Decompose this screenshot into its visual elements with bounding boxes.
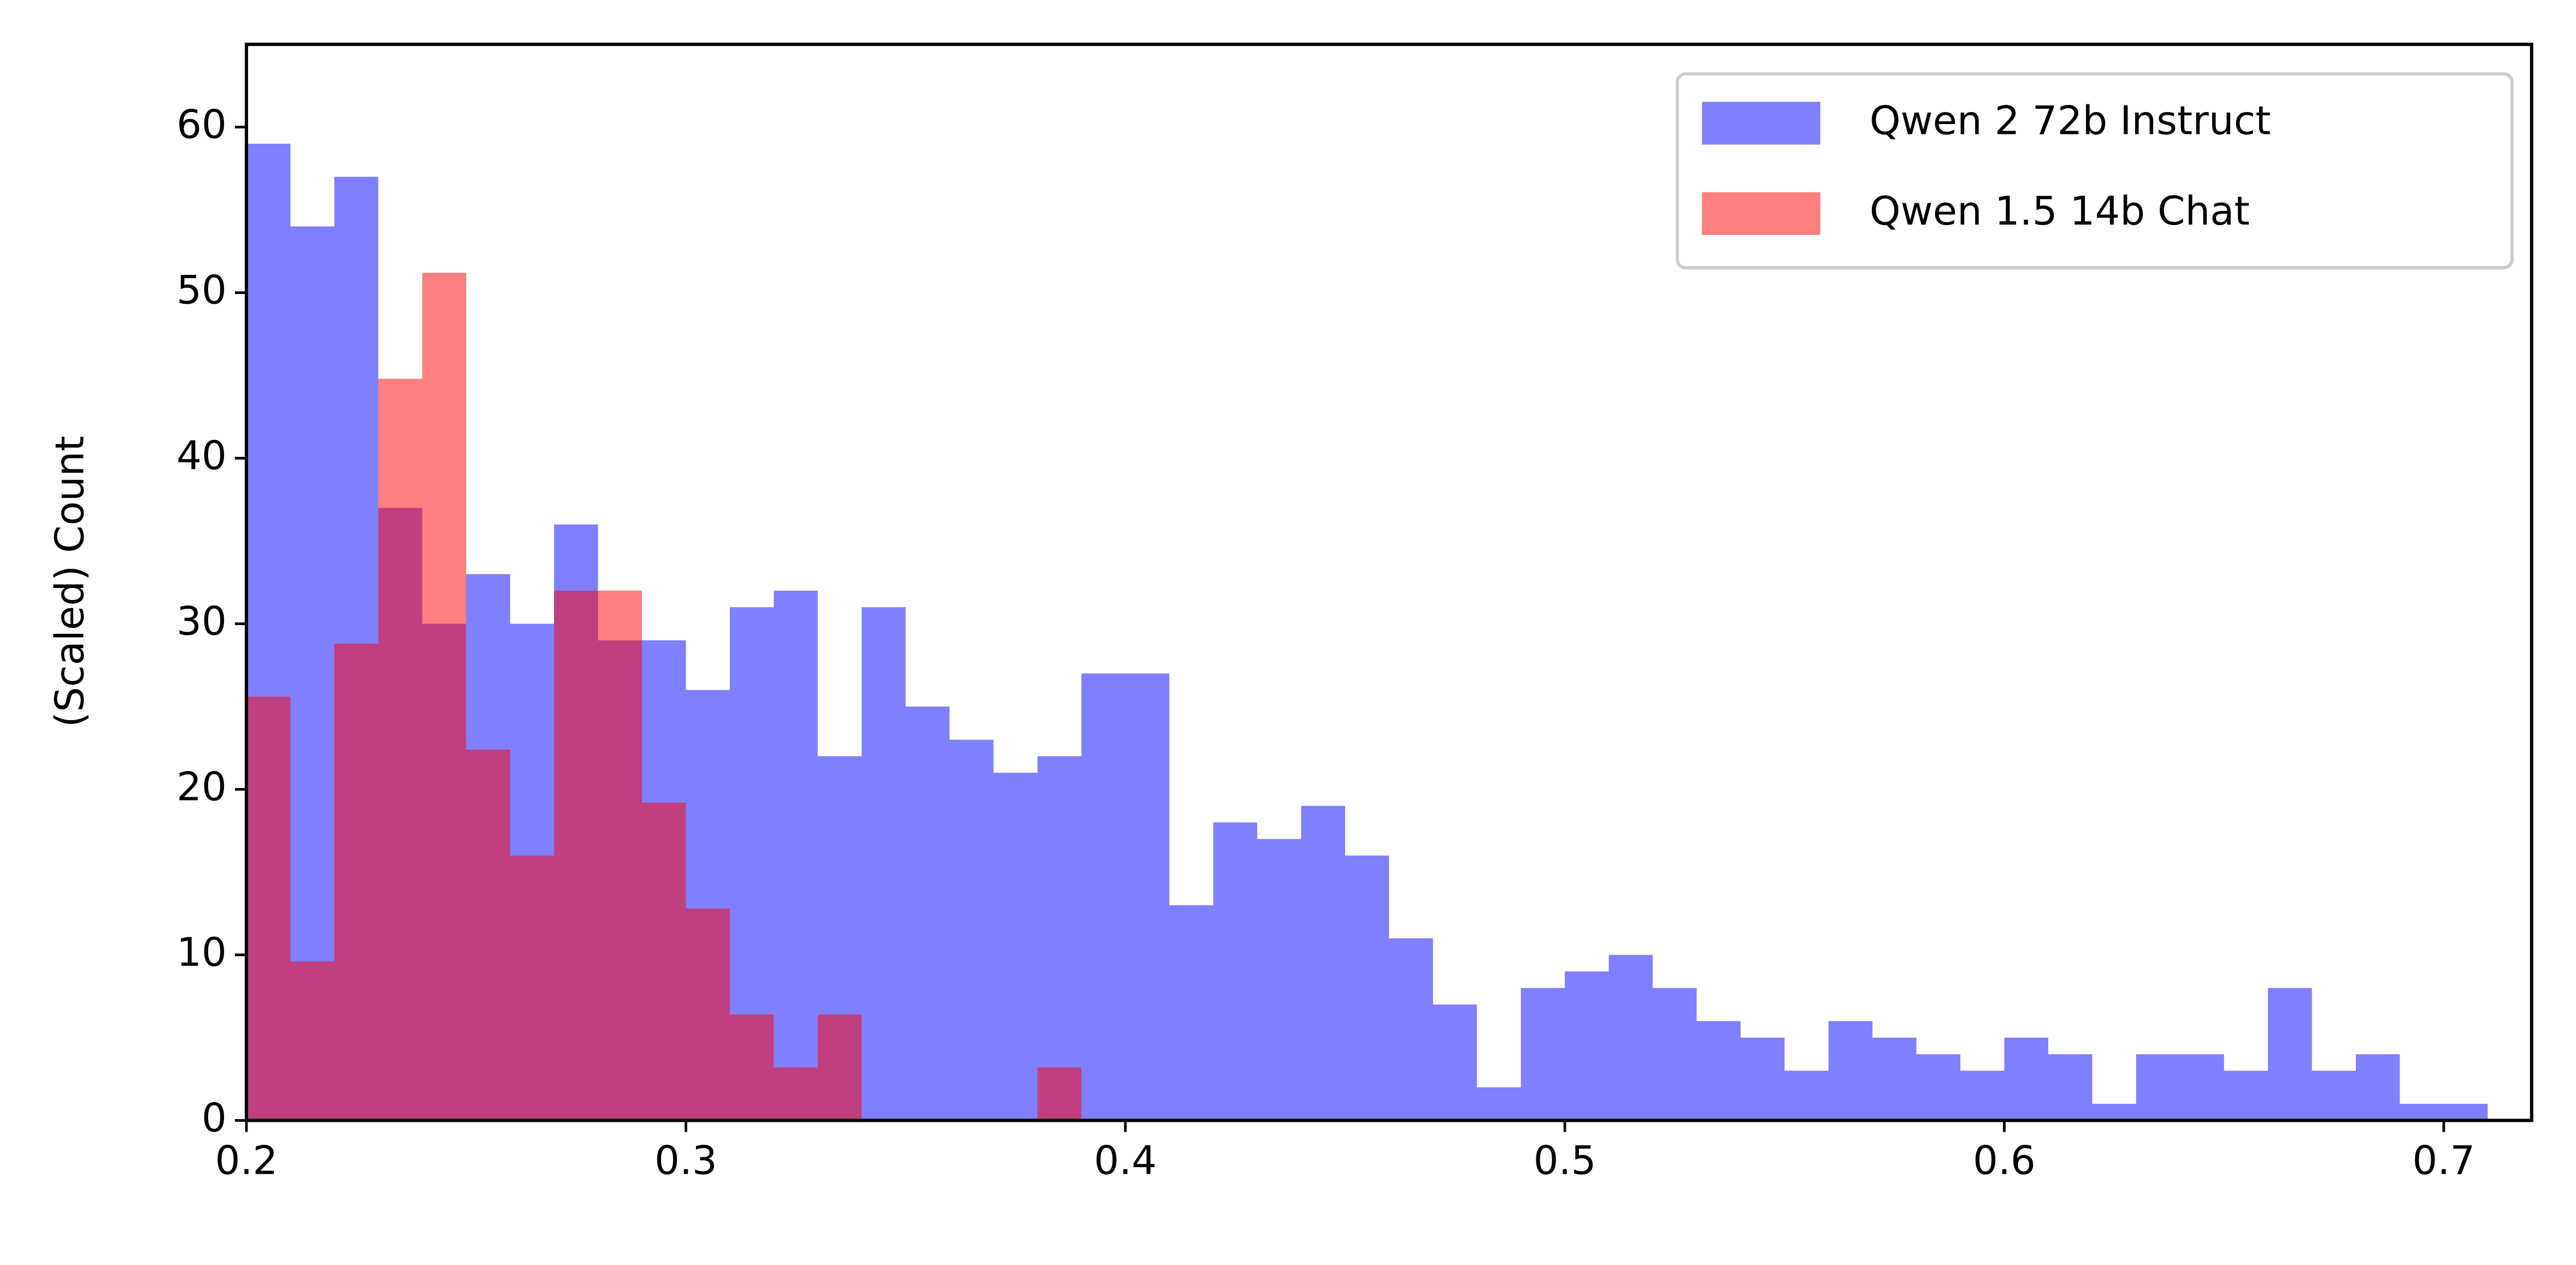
y-tick-label: 60 bbox=[176, 102, 227, 148]
histogram-bar bbox=[1916, 1054, 1961, 1121]
histogram-bar bbox=[1257, 839, 1301, 1121]
legend-swatch bbox=[1702, 102, 1820, 145]
histogram-bar bbox=[1213, 822, 1258, 1121]
histogram-bar bbox=[641, 802, 686, 1121]
x-tick-label: 0.3 bbox=[655, 1138, 717, 1184]
histogram-bar bbox=[290, 961, 334, 1121]
histogram-bar bbox=[246, 696, 291, 1121]
histogram-bar bbox=[1477, 1087, 1521, 1121]
histogram-bar bbox=[2136, 1054, 2180, 1121]
histogram-bar bbox=[1608, 955, 1653, 1121]
histogram-bar bbox=[334, 643, 379, 1121]
histogram-bar bbox=[2400, 1104, 2444, 1121]
x-tick-label: 0.7 bbox=[2413, 1138, 2475, 1184]
histogram-bar bbox=[1301, 805, 1345, 1121]
x-tick-label: 0.4 bbox=[1094, 1138, 1157, 1184]
histogram-bar bbox=[1696, 1021, 1741, 1121]
histogram-bar bbox=[1169, 905, 1213, 1121]
y-tick-label: 20 bbox=[176, 764, 227, 810]
legend-box bbox=[1676, 72, 2514, 270]
histogram-bar bbox=[862, 607, 906, 1121]
histogram-bar bbox=[1520, 988, 1565, 1121]
x-tick-label: 0.2 bbox=[215, 1138, 278, 1184]
histogram-bar bbox=[1037, 756, 1082, 1121]
histogram-bar bbox=[686, 908, 730, 1121]
histogram-bar bbox=[1345, 855, 1389, 1121]
histogram-bar bbox=[466, 749, 510, 1121]
y-tick-label: 10 bbox=[176, 929, 227, 975]
histogram-bar bbox=[1960, 1070, 2005, 1121]
legend-label: Qwen 2 72b Instruct bbox=[1870, 98, 2271, 144]
histogram-bar bbox=[598, 590, 642, 1121]
histogram-bar bbox=[2224, 1070, 2268, 1121]
y-tick-label: 50 bbox=[176, 268, 227, 314]
histogram-bar bbox=[2356, 1054, 2400, 1121]
histogram-bar bbox=[1740, 1037, 1785, 1121]
y-tick-label: 30 bbox=[176, 599, 227, 645]
histogram-bar bbox=[774, 590, 818, 1121]
histogram-bar bbox=[1872, 1037, 1917, 1121]
histogram-bar bbox=[1828, 1021, 1873, 1121]
histogram-bar bbox=[1653, 988, 1697, 1121]
histogram-bar bbox=[1565, 971, 1609, 1121]
histogram-bar bbox=[993, 773, 1038, 1121]
histogram-bar bbox=[2092, 1104, 2136, 1121]
histogram-bar bbox=[950, 739, 994, 1121]
histogram-bar bbox=[817, 1014, 862, 1121]
histogram-bar bbox=[422, 273, 467, 1121]
histogram-bar bbox=[1125, 673, 1170, 1121]
x-tick-label: 0.5 bbox=[1534, 1138, 1596, 1184]
x-tick-label: 0.6 bbox=[1973, 1138, 2036, 1184]
histogram-bar bbox=[2004, 1037, 2048, 1121]
y-tick-label: 0 bbox=[202, 1095, 227, 1141]
legend: Qwen 2 72b Instruct Qwen 1.5 14b Chat bbox=[1676, 72, 2514, 270]
histogram-bar bbox=[729, 1014, 774, 1121]
histogram-bar bbox=[2443, 1104, 2488, 1121]
histogram-bar bbox=[510, 855, 555, 1121]
histogram-bar bbox=[554, 590, 598, 1121]
legend-label: Qwen 1.5 14b Chat bbox=[1870, 189, 2250, 234]
histogram-bar bbox=[2180, 1054, 2224, 1121]
histogram-bar bbox=[774, 1067, 818, 1121]
histogram-bar bbox=[2312, 1070, 2356, 1121]
histogram-bar bbox=[1784, 1070, 1829, 1121]
plot-frame bbox=[245, 43, 2533, 1122]
histogram-bar bbox=[1081, 673, 1125, 1121]
histogram-bar bbox=[1433, 1004, 1477, 1121]
y-tick-label: 40 bbox=[176, 433, 227, 479]
histogram-bar bbox=[378, 379, 422, 1121]
histogram-bar bbox=[1389, 938, 1433, 1121]
legend-swatch bbox=[1702, 192, 1820, 235]
histogram-bar bbox=[905, 707, 950, 1121]
histogram-bar bbox=[2048, 1054, 2092, 1121]
histogram-bar bbox=[1037, 1067, 1082, 1121]
histogram-bar bbox=[2268, 988, 2312, 1121]
y-axis-label: (Scaled) Count bbox=[47, 436, 93, 727]
